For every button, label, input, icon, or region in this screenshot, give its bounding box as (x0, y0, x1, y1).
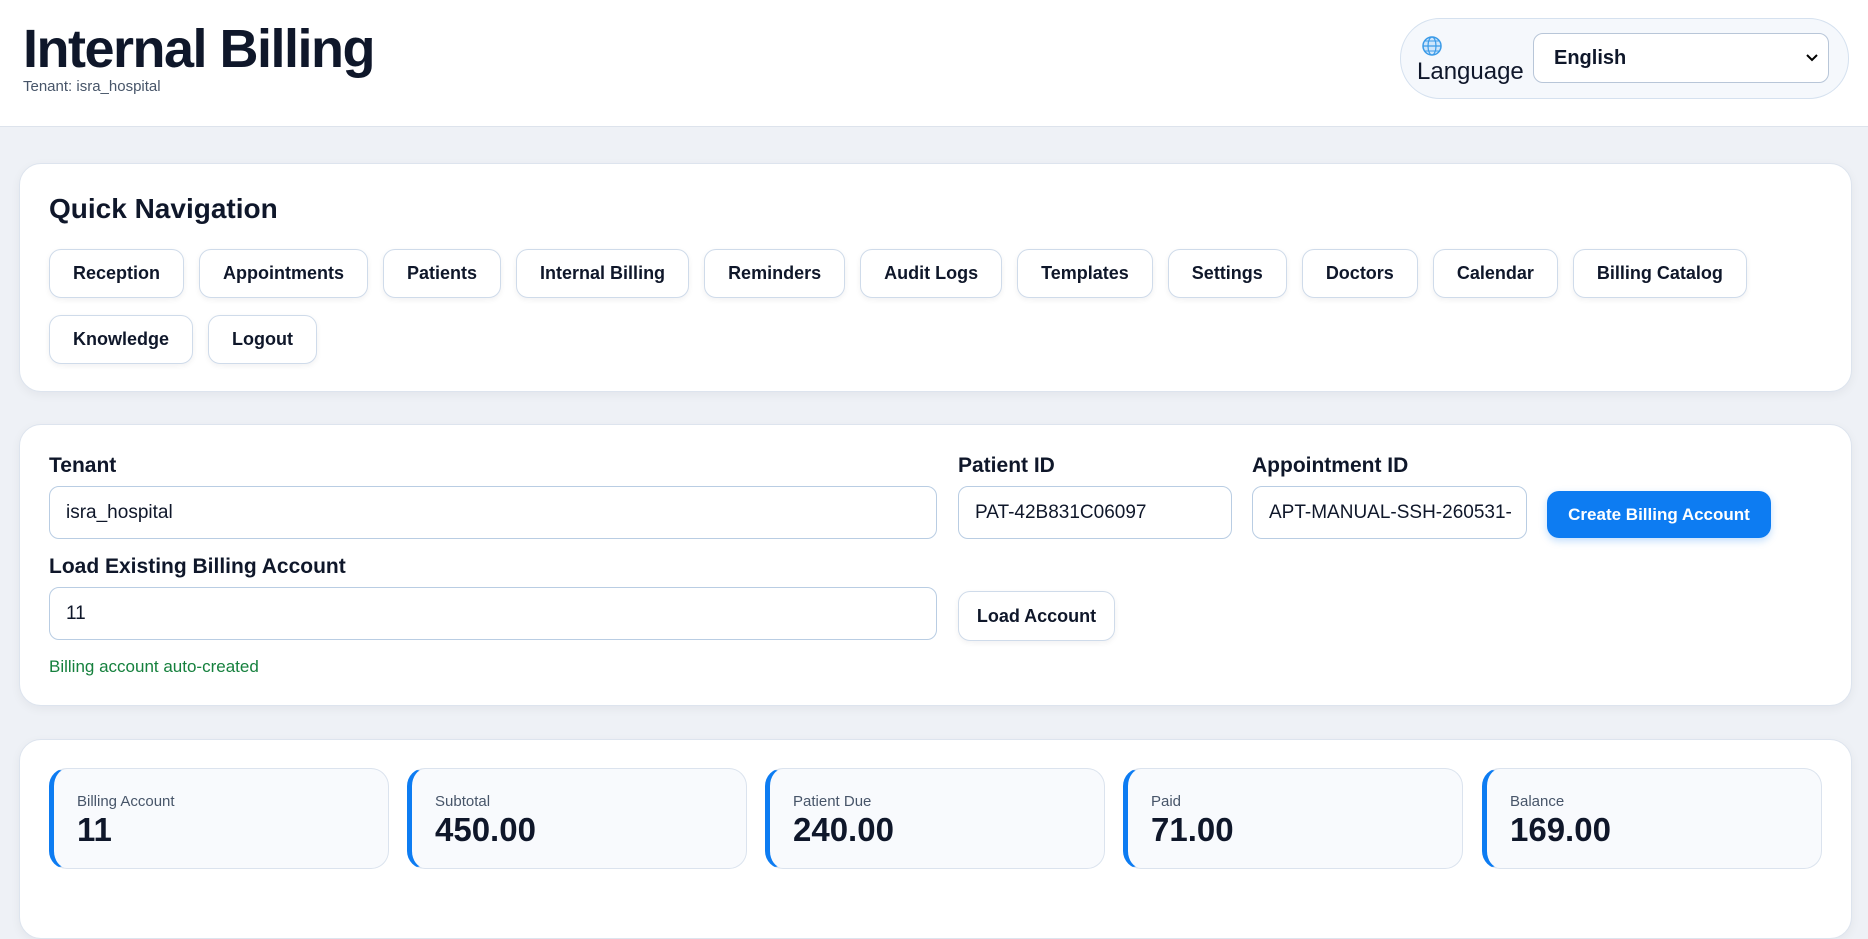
nav-button[interactable]: Billing Catalog (1572, 249, 1747, 298)
stat-label: Patient Due (793, 793, 872, 810)
form-card (19, 424, 1852, 706)
stat-box: Paid 71.00 (1123, 768, 1463, 869)
nav-button[interactable]: Patients (383, 249, 502, 298)
nav-button[interactable]: Doctors (1301, 249, 1418, 298)
field-label: Appointment ID (1252, 454, 1409, 477)
language-select[interactable]: English (1533, 33, 1829, 83)
language-label: Language (1417, 58, 1524, 85)
stat-value: 450.00 (435, 811, 536, 848)
stat-box: Billing Account 11 (49, 768, 389, 869)
nav-button[interactable]: Appointments (199, 249, 369, 298)
tenant-subtitle: Tenant: isra_hospital (23, 78, 161, 95)
select-arrow (1806, 54, 1818, 62)
stat-value: 11 (77, 811, 112, 848)
field-label: Load Existing Billing Account (49, 555, 346, 578)
nav-buttons: Reception Appointments Patients Internal Bi… (49, 249, 1839, 364)
nav-button[interactable]: Reminders (704, 249, 846, 298)
stat-box: Subtotal 450.00 (407, 768, 747, 869)
appointment-id-input[interactable]: APT-MANUAL-SSH-260531- (1252, 486, 1527, 539)
stat-value: 240.00 (793, 811, 894, 848)
globe-icon (1422, 36, 1442, 56)
stat-label: Paid (1151, 793, 1182, 810)
stat-box: Balance 169.00 (1482, 768, 1822, 869)
tenant-input[interactable]: isra_hospital (49, 486, 937, 539)
nav-button[interactable]: Internal Billing (516, 249, 690, 298)
patient-id-input[interactable]: PAT-42B831C06097 (958, 486, 1232, 539)
stat-value: 169.00 (1510, 811, 1611, 848)
stat-box: Patient Due 240.00 (765, 768, 1105, 869)
nav-button[interactable]: Settings (1167, 249, 1287, 298)
stat-value: 71.00 (1151, 811, 1234, 848)
status-message: Billing account auto-created (49, 657, 259, 676)
load-button[interactable]: Load Account (958, 591, 1115, 641)
stat-label: Billing Account (77, 793, 175, 810)
nav-button[interactable]: Logout (208, 315, 317, 364)
stat-label: Balance (1510, 793, 1565, 810)
page-title: Internal Billing (23, 19, 376, 79)
field-label: Tenant (49, 454, 117, 477)
create-button[interactable]: Create Billing Account (1547, 491, 1771, 538)
nav-button[interactable]: Audit Logs (860, 249, 1003, 298)
nav-button[interactable]: Calendar (1432, 249, 1558, 298)
nav-title: Quick Navigation (49, 193, 278, 224)
field-label: Patient ID (958, 454, 1055, 477)
nav-button[interactable]: Reception (49, 249, 185, 298)
load-input[interactable]: 11 (49, 587, 937, 640)
selected-language: English (1554, 47, 1627, 69)
nav-button[interactable]: Knowledge (49, 315, 194, 364)
stat-label: Subtotal (435, 793, 491, 810)
nav-button[interactable]: Templates (1017, 249, 1153, 298)
